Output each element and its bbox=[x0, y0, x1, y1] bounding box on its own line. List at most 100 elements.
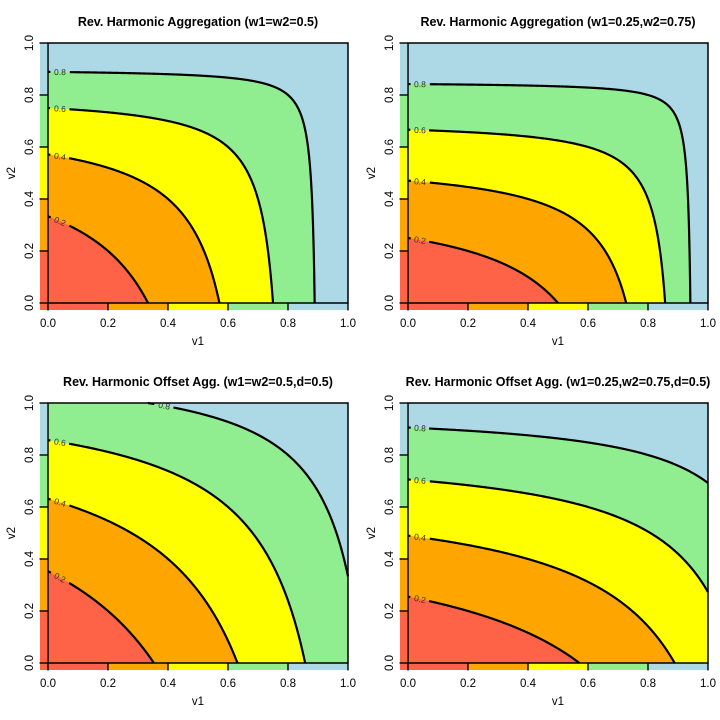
color-key-bottom-strip bbox=[400, 663, 708, 670]
plot-box bbox=[47, 402, 349, 664]
contour-label: 0.6 bbox=[53, 436, 67, 448]
contour-label: 0.4 bbox=[414, 176, 427, 187]
svg-text:0.8: 0.8 bbox=[280, 678, 296, 690]
svg-text:0.2: 0.2 bbox=[100, 678, 116, 690]
svg-text:0.0: 0.0 bbox=[40, 318, 56, 330]
svg-text:0.2: 0.2 bbox=[460, 678, 476, 690]
contour-plot-bottom-left: 0.20.40.60.80.0 0.2 0.4 0.6 0.8 1.00.00.20.40… bbox=[6, 375, 356, 708]
svg-text:1.0: 1.0 bbox=[700, 678, 716, 690]
svg-text:0.4: 0.4 bbox=[520, 678, 537, 690]
filled-bands bbox=[408, 403, 708, 663]
x-tick-labels: 0.0 0.2 0.4 0.6 0.8 1.0 bbox=[400, 678, 716, 690]
color-key-left-strip bbox=[400, 403, 407, 670]
panel-top-right: 0.2 0.4 0.6 0.8 0.0 0.2 0.4 0.6 0.8 1.0 0.0 0.2 0.4 0… bbox=[360, 0, 720, 360]
svg-text:0.0: 0.0 bbox=[24, 295, 36, 311]
contour-label: 0.8 bbox=[54, 67, 66, 77]
svg-text:0.4: 0.4 bbox=[384, 190, 396, 207]
svg-text:0.0: 0.0 bbox=[384, 655, 396, 671]
contour-label: 0.6 bbox=[414, 125, 426, 135]
svg-text:1.0: 1.0 bbox=[24, 395, 36, 411]
panel-title: Rev. Harmonic Aggregation (w1=0.25,w2=0.… bbox=[420, 15, 695, 29]
y-axis-title: v2 bbox=[366, 167, 378, 179]
svg-text:0.2: 0.2 bbox=[384, 243, 396, 259]
svg-text:0.6: 0.6 bbox=[220, 678, 236, 690]
panel-top-left: 0.2 0.4 0.6 0.8 0.0 0.2 0.4 0.6 0.8 1.0 0.0 0.2 0.4 0… bbox=[0, 0, 360, 360]
color-key-bottom-strip bbox=[40, 663, 348, 670]
svg-text:0.6: 0.6 bbox=[580, 318, 596, 330]
svg-text:0.6: 0.6 bbox=[580, 678, 596, 690]
contour-plot-top-left: 0.20.40.60.80.0 0.2 0.4 0.6 0.8 1.00.00.20.40… bbox=[6, 15, 356, 348]
filled-bands bbox=[48, 43, 348, 303]
svg-text:0.8: 0.8 bbox=[384, 87, 396, 103]
contour-plot-bottom-right: 0.20.40.60.80.0 0.2 0.4 0.6 0.8 1.00.00.20.40… bbox=[366, 375, 716, 708]
svg-text:0.4: 0.4 bbox=[24, 190, 36, 207]
x-tick-labels: 0.0 0.2 0.4 0.6 0.8 1.0 bbox=[40, 318, 356, 330]
y-axis-title: v2 bbox=[6, 527, 18, 539]
svg-text:0.2: 0.2 bbox=[100, 318, 116, 330]
plot-layers: 0.20.40.60.80.0 0.2 0.4 0.6 0.8 1.00.00.20.40… bbox=[366, 395, 716, 708]
svg-text:0.4: 0.4 bbox=[520, 318, 537, 330]
contour-lines bbox=[47, 401, 350, 664]
svg-text:0.0: 0.0 bbox=[384, 295, 396, 311]
plot-layers: 0.20.40.60.80.0 0.2 0.4 0.6 0.8 1.00.00.20.40… bbox=[366, 35, 716, 348]
svg-text:0.4: 0.4 bbox=[160, 318, 177, 330]
y-tick-labels: 0.0 0.2 0.4 0.6 0.8 1.0 bbox=[24, 395, 36, 671]
svg-text:0.4: 0.4 bbox=[24, 550, 36, 567]
svg-text:1.0: 1.0 bbox=[340, 318, 356, 330]
x-axis-title: v1 bbox=[192, 696, 204, 708]
svg-text:0.6: 0.6 bbox=[384, 139, 396, 155]
svg-text:0.6: 0.6 bbox=[24, 499, 36, 515]
y-tick-labels: 0.0 0.2 0.4 0.6 0.8 1.0 bbox=[384, 395, 396, 671]
svg-text:1.0: 1.0 bbox=[340, 678, 356, 690]
filled-bands bbox=[48, 403, 348, 663]
filled-bands bbox=[408, 43, 708, 303]
axis-ticks bbox=[399, 402, 709, 671]
svg-text:0.8: 0.8 bbox=[280, 318, 296, 330]
svg-text:0.2: 0.2 bbox=[24, 603, 36, 619]
contour-label: 0.4 bbox=[53, 150, 67, 162]
plot-layers: 0.20.40.60.80.0 0.2 0.4 0.6 0.8 1.00.00.20.40… bbox=[6, 395, 356, 708]
contour-label: 0.4 bbox=[53, 496, 68, 509]
panel-title: Rev. Harmonic Offset Agg. (w1=0.25,w2=0.… bbox=[406, 375, 711, 389]
panel-bottom-right: 0.2 0.4 0.6 0.8 0.0 0.2 0.4 0.6 0.8 1.0 0.0 0.2 0.4 0… bbox=[360, 360, 720, 720]
svg-text:0.4: 0.4 bbox=[160, 678, 177, 690]
contour-lines bbox=[407, 82, 692, 304]
svg-text:0.0: 0.0 bbox=[24, 655, 36, 671]
color-key-bottom-strip bbox=[400, 303, 708, 310]
panel-title: Rev. Harmonic Offset Agg. (w1=w2=0.5,d=0… bbox=[63, 375, 333, 389]
panel-bottom-left: 0.2 0.4 0.6 0.8 0.0 0.2 0.4 0.6 0.8 1.0 0.0 0.2 0.4 0… bbox=[0, 360, 360, 720]
svg-text:0.8: 0.8 bbox=[24, 447, 36, 463]
contour-label: 0.8 bbox=[158, 400, 172, 412]
contour-label: 0.2 bbox=[53, 214, 68, 228]
y-tick-labels: 0.0 0.2 0.4 0.6 0.8 1.0 bbox=[24, 35, 36, 311]
plot-box bbox=[407, 402, 709, 664]
svg-text:1.0: 1.0 bbox=[384, 395, 396, 411]
plot-layers: 0.20.40.60.80.0 0.2 0.4 0.6 0.8 1.00.00.20.40… bbox=[6, 35, 356, 348]
svg-text:0.8: 0.8 bbox=[640, 318, 656, 330]
contour-label: 0.6 bbox=[54, 103, 67, 114]
svg-text:0.2: 0.2 bbox=[460, 318, 476, 330]
svg-text:0.2: 0.2 bbox=[384, 603, 396, 619]
svg-text:0.0: 0.0 bbox=[400, 678, 416, 690]
axis-ticks bbox=[399, 42, 709, 311]
y-tick-labels: 0.0 0.2 0.4 0.6 0.8 1.0 bbox=[384, 35, 396, 311]
svg-text:0.6: 0.6 bbox=[384, 499, 396, 515]
contour-label: 0.2 bbox=[413, 234, 427, 246]
contour-plot-top-right: 0.20.40.60.80.0 0.2 0.4 0.6 0.8 1.00.00.20.40… bbox=[366, 15, 716, 348]
contour-label: 0.4 bbox=[413, 532, 426, 544]
svg-text:1.0: 1.0 bbox=[24, 35, 36, 51]
svg-text:0.6: 0.6 bbox=[24, 139, 36, 155]
svg-text:0.0: 0.0 bbox=[400, 318, 416, 330]
axis-ticks bbox=[39, 402, 349, 671]
contour-label: 0.2 bbox=[413, 593, 427, 605]
color-key-bottom-strip bbox=[40, 303, 348, 310]
axis-ticks bbox=[39, 42, 349, 311]
x-tick-labels: 0.0 0.2 0.4 0.6 0.8 1.0 bbox=[400, 318, 716, 330]
contour-lines bbox=[47, 70, 316, 304]
x-axis-title: v1 bbox=[552, 696, 564, 708]
svg-text:0.2: 0.2 bbox=[24, 243, 36, 259]
color-key-left-strip bbox=[400, 43, 407, 310]
contour-label: 0.6 bbox=[414, 475, 427, 486]
contour-label: 0.8 bbox=[414, 79, 426, 89]
